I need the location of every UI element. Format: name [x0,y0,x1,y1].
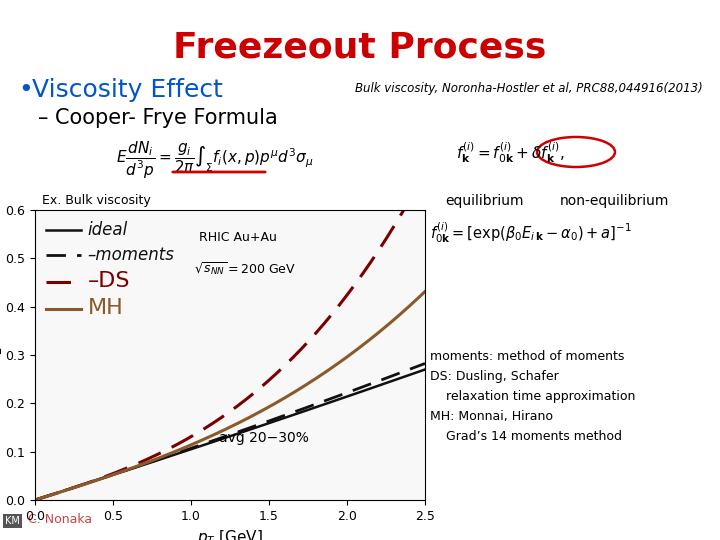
Legend: ideal, –moments, –DS, MH: ideal, –moments, –DS, MH [42,217,179,322]
Text: non-equilibrium: non-equilibrium [560,194,670,208]
Text: C. Nonaka: C. Nonaka [28,513,92,526]
Text: – Cooper- Frye Formula: – Cooper- Frye Formula [38,108,278,128]
Text: KM: KM [5,516,20,526]
Text: RHIC Au+Au: RHIC Au+Au [199,232,276,245]
Text: Ex. Bulk viscosity: Ex. Bulk viscosity [42,194,150,207]
Text: equilibrium: equilibrium [445,194,523,208]
Text: •: • [18,78,32,102]
Text: MH: Monnai, Hirano: MH: Monnai, Hirano [430,410,553,423]
Text: $E\dfrac{dN_i}{d^3p} = \dfrac{g_i}{2\pi}\int_\Sigma f_i(x,p)p^\mu d^3\sigma_\mu$: $E\dfrac{dN_i}{d^3p} = \dfrac{g_i}{2\pi}… [117,140,314,181]
Text: $f_{\mathbf{k}}^{(i)} = f_{0\mathbf{k}}^{(i)} + \delta f_{\mathbf{k}}^{(i)},$: $f_{\mathbf{k}}^{(i)} = f_{0\mathbf{k}}^… [456,140,564,165]
X-axis label: $p_T$ [GeV]: $p_T$ [GeV] [197,528,263,540]
Text: avg 20−30%: avg 20−30% [219,431,309,445]
Text: Viscosity Effect: Viscosity Effect [32,78,223,102]
Text: Grad’s 14 moments method: Grad’s 14 moments method [430,430,622,443]
Text: Freezeout Process: Freezeout Process [174,30,546,64]
Text: DS: Dusling, Schafer: DS: Dusling, Schafer [430,370,559,383]
Text: Bulk viscosity, Noronha-Hostler et al, PRC88,044916(2013): Bulk viscosity, Noronha-Hostler et al, P… [355,82,703,95]
Y-axis label: $v_2$: $v_2$ [0,346,4,364]
Text: moments: method of moments: moments: method of moments [430,350,624,363]
Text: $\sqrt{s_{NN}} = 200$ GeV: $\sqrt{s_{NN}} = 200$ GeV [194,261,296,279]
Text: $f_{0\mathbf{k}}^{(i)} = [\exp(\beta_0 E_{i\,\mathbf{k}} - \alpha_0) + a]^{-1}$: $f_{0\mathbf{k}}^{(i)} = [\exp(\beta_0 E… [430,220,631,245]
Text: relaxation time approximation: relaxation time approximation [430,390,635,403]
